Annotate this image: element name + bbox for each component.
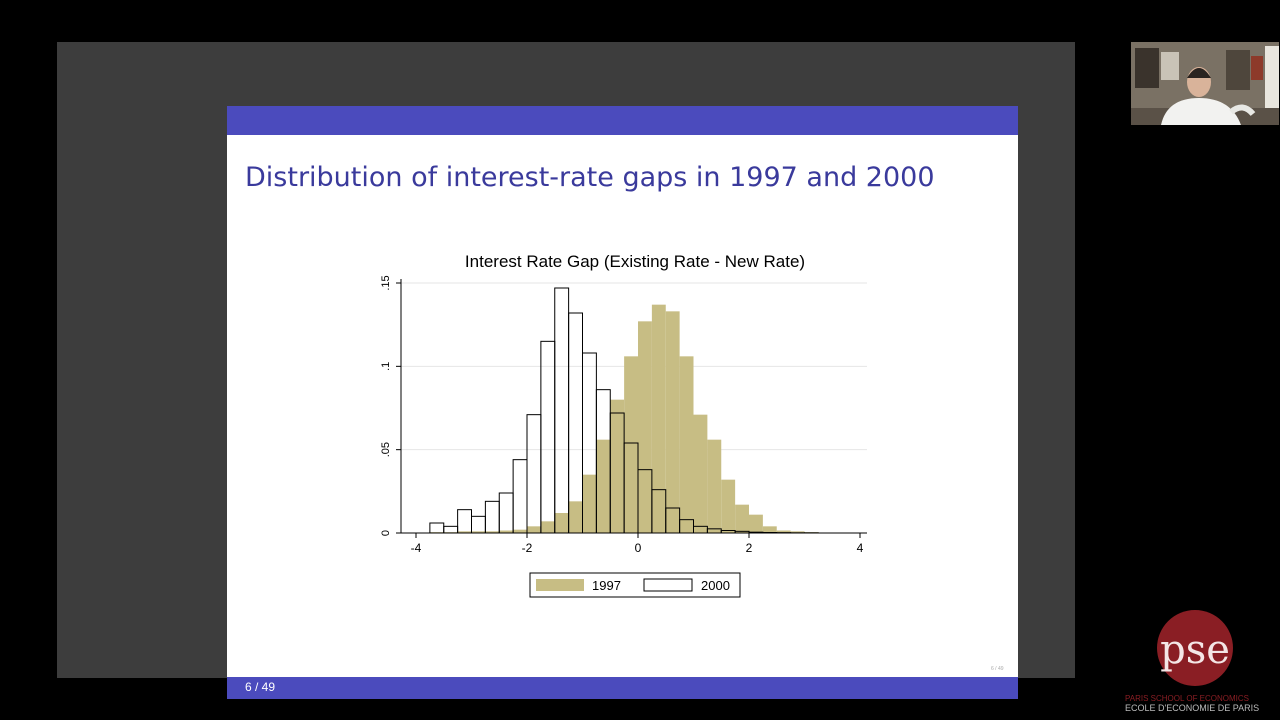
bar-1997	[693, 414, 708, 533]
slide-title: Distribution of interest-rate gaps in 19…	[245, 162, 935, 193]
pse-logo-letters: pse	[1160, 627, 1230, 673]
y-tick-label: .05	[380, 442, 392, 457]
bar-1997	[721, 479, 736, 533]
x-tick-label: 0	[635, 541, 642, 555]
bar-1997	[596, 439, 611, 533]
bar-1997	[457, 531, 472, 533]
bar-2000	[471, 515, 486, 534]
bar-1997	[707, 439, 722, 533]
bar-1997	[513, 529, 527, 533]
bar-1997	[749, 514, 763, 533]
bar-1997	[679, 356, 694, 533]
bar-2000	[554, 287, 570, 534]
bar-1997	[638, 321, 652, 533]
speaker-video-image	[1131, 42, 1279, 125]
x-tick-label: -2	[522, 541, 533, 555]
presentation-slide: Distribution of interest-rate gaps in 19…	[227, 106, 1018, 699]
slide-footer-bar	[227, 677, 1018, 699]
bar-2000	[457, 509, 472, 534]
bar-1997	[651, 304, 666, 533]
bar-1997	[485, 531, 500, 533]
bar-2000	[498, 492, 514, 534]
bar-2000	[568, 312, 583, 534]
screen-share-area: Distribution of interest-rate gaps in 19…	[57, 42, 1075, 699]
legend-swatch-2000	[643, 578, 693, 592]
x-tick-label: 2	[746, 541, 753, 555]
x-tick-label: 4	[857, 541, 864, 555]
bar-1997	[554, 513, 569, 533]
pse-name-french: ECOLE D'ECONOMIE DE PARIS	[1125, 703, 1260, 713]
bar-1997	[610, 399, 625, 533]
bar-2000	[484, 500, 500, 534]
slide-header-bar	[227, 106, 1018, 135]
pse-name-english: PARIS SCHOOL OF ECONOMICS	[1125, 694, 1250, 703]
bar-1997	[762, 526, 777, 533]
bar-1997	[665, 311, 680, 533]
bar-2000	[748, 531, 764, 534]
speaker-video-thumbnail[interactable]	[1131, 42, 1279, 125]
bar-2000	[443, 525, 459, 534]
bar-2000	[429, 522, 445, 534]
bar-1997	[568, 501, 583, 533]
bar-1997	[499, 530, 514, 533]
bar-1997	[540, 521, 555, 533]
bar-1997	[790, 531, 805, 533]
y-tick-label: 0	[380, 530, 392, 536]
bar-1997	[471, 531, 486, 533]
chart-title: Interest Rate Gap (Existing Rate - New R…	[465, 252, 805, 271]
bar-2000	[540, 340, 556, 534]
legend-label-1997: 1997	[592, 578, 621, 593]
x-tick-label: -4	[411, 541, 422, 555]
bar-1997	[624, 356, 638, 533]
y-tick-label: .1	[380, 362, 392, 371]
bar-1997	[776, 530, 791, 533]
tiny-page-mark: 6 / 49	[991, 666, 1004, 672]
pse-logo: pse	[1157, 610, 1233, 686]
bar-2000	[762, 532, 778, 534]
slide-page-number: 6 / 49	[245, 680, 276, 694]
bar-1997	[582, 474, 597, 533]
legend-label-2000: 2000	[701, 578, 730, 593]
bar-1997	[735, 504, 749, 533]
bar-2000	[512, 459, 528, 534]
y-tick-label: .15	[380, 275, 392, 290]
bar-1997	[527, 526, 541, 533]
histogram-chart: 0 .05 .1 .15 -4 -2 0 2 4 Interest Rate Gap (Exist…	[380, 252, 867, 598]
legend-swatch-1997	[536, 579, 584, 591]
bar-2000	[526, 414, 542, 534]
